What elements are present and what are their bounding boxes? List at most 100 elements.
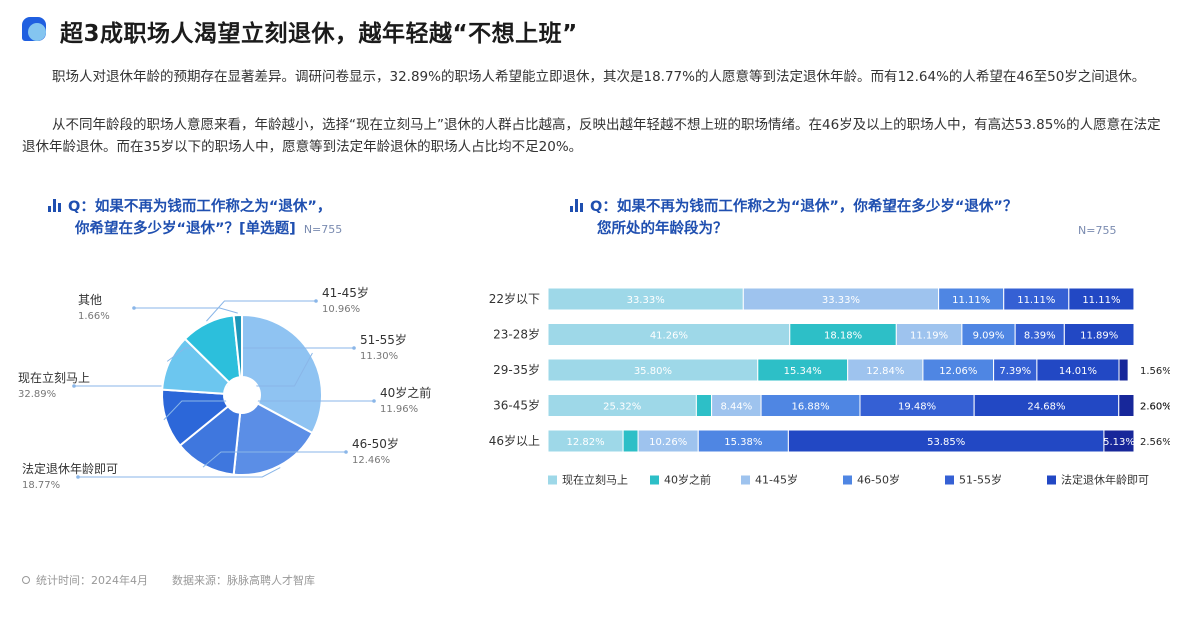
data-label: 2.60% [1140, 402, 1170, 413]
left-question: Q：如果不再为钱而工作称之为“退休”， 你希望在多少岁“退休”？[单选题] N=7… [48, 196, 342, 241]
legend-swatch [1047, 475, 1056, 485]
page-title: 超3成职场人渴望立刻退休，越年轻越“不想上班” [60, 21, 578, 47]
bar-segment [1118, 358, 1129, 382]
info-dot-icon [22, 576, 30, 584]
legend-swatch [843, 475, 852, 485]
bar-segment [622, 429, 639, 453]
slice-value-label: 11.30% [360, 351, 398, 362]
category-label: 22岁以下 [489, 291, 540, 306]
data-label: 11.19% [910, 331, 948, 342]
legend-label: 40岁之前 [664, 473, 711, 487]
leader-line [78, 467, 281, 478]
leader-dot [132, 306, 136, 310]
slice-label: 法定退休年龄即可 [22, 461, 118, 476]
data-label: 8.44% [720, 402, 752, 413]
data-label: 33.33% [822, 295, 860, 306]
paragraph-2-text: 从不同年龄段的职场人意愿来看，年龄越小，选择“现在立刻马上”退休的人群占比越高，… [22, 117, 1161, 155]
legend-label: 法定退休年龄即可 [1061, 473, 1149, 487]
data-label: 11.89% [1080, 331, 1118, 342]
data-label: 1.56% [1140, 366, 1170, 377]
slice-label: 41-45岁 [322, 285, 369, 300]
donut-slice [161, 388, 230, 447]
data-label: 9.09% [973, 331, 1005, 342]
right-question-line2: 您所处的年龄段为？ [597, 221, 728, 237]
brand-logo-icon [22, 17, 50, 45]
bar-chart-icon [570, 198, 584, 212]
footer-time: 统计时间：2024年4月 [36, 574, 148, 587]
data-label: 5.13% [1103, 437, 1135, 448]
data-label: 12.06% [939, 366, 977, 377]
data-label: 33.33% [627, 295, 665, 306]
leader-line [166, 347, 354, 362]
slice-value-label: 12.46% [352, 455, 390, 466]
slice-value-label: 18.77% [22, 480, 60, 491]
data-label: 53.85% [927, 437, 965, 448]
bar-segment [1103, 429, 1135, 453]
data-label: 12.84% [866, 366, 904, 377]
legend-label: 46-50岁 [857, 473, 900, 487]
data-label: 15.38% [724, 437, 762, 448]
legend-label: 现在立刻马上 [562, 473, 628, 487]
data-label: 12.82% [566, 437, 604, 448]
slice-value-label: 32.89% [18, 389, 56, 400]
data-label: 2.56% [1140, 437, 1170, 448]
leader-dot [352, 346, 356, 350]
data-label: 16.88% [791, 402, 829, 413]
donut-slice [241, 313, 323, 435]
stacked-bar-chart: 22岁以下 33.33% 33.33% 11.11% 11.11% 11.11% 23-28… [489, 287, 1170, 487]
data-label: 14.01% [1059, 366, 1097, 377]
data-label: 11.11% [952, 295, 990, 306]
data-label: 18.18% [824, 331, 862, 342]
bar-segment [1063, 323, 1135, 346]
right-question-line1: Q：如果不再为钱而工作称之为“退休”，你希望在多少岁“退休”？ [590, 199, 1018, 215]
data-label: 10.26% [649, 437, 687, 448]
leader-dot [344, 450, 348, 454]
data-label: 11.11% [1082, 295, 1120, 306]
data-label: 35.80% [634, 366, 672, 377]
paragraph-1-text: 职场人对退休年龄的预期存在显著差异。调研问卷显示，32.89%的职场人希望能立即… [52, 69, 1146, 85]
slice-value-label: 10.96% [322, 304, 360, 315]
left-question-line2: 你希望在多少岁“退休”？[单选题] [75, 221, 296, 237]
leader-dot [76, 475, 80, 479]
bar-segment [1068, 287, 1135, 311]
slice-label: 其他 [78, 293, 102, 307]
donut-slice [178, 404, 242, 476]
data-label: 41.26% [650, 331, 688, 342]
legend-label: 41-45岁 [755, 473, 798, 487]
leader-line [206, 300, 316, 322]
slice-label: 46-50岁 [352, 436, 399, 451]
category-label: 36-45岁 [493, 398, 540, 413]
legend-swatch [741, 475, 750, 485]
leader-line [163, 400, 374, 421]
right-question: Q：如果不再为钱而工作称之为“退休”，你希望在多少岁“退休”？ 您所处的年龄段为… [570, 196, 1157, 240]
legend-label: 51-55岁 [959, 473, 1002, 487]
footer: 统计时间：2024年4月 数据来源：脉脉高聘人才智库 [22, 572, 315, 588]
donut-chart: 现在立刻马上 32.89% 法定退休年龄即可 18.77% 46-50岁 12.46% 40… [18, 285, 431, 491]
paragraph-2: 从不同年龄段的职场人意愿来看，年龄越小，选择“现在立刻马上”退休的人群占比越高，… [22, 114, 1172, 158]
data-label: 2.60% [1140, 402, 1170, 413]
donut-hole [225, 378, 259, 412]
footer-source: 数据来源：脉脉高聘人才智库 [172, 574, 315, 587]
paragraph-1: 职场人对退休年龄的预期存在显著差异。调研问卷显示，32.89%的职场人希望能立即… [22, 66, 1172, 88]
legend-swatch [650, 475, 659, 485]
legend-swatch [548, 475, 557, 485]
slice-value-label: 1.66% [78, 311, 110, 322]
leader-dot [314, 299, 318, 303]
leader-line [202, 451, 346, 468]
bar-segment [695, 394, 713, 417]
data-label: 15.34% [784, 366, 822, 377]
category-label: 29-35岁 [493, 362, 540, 377]
data-label: 25.32% [603, 402, 641, 413]
right-sample-size: N=755 [1078, 224, 1117, 237]
bar-segment [1118, 394, 1135, 417]
legend-swatch [945, 475, 954, 485]
left-sample-size: N=755 [303, 223, 343, 236]
leader-dot [72, 384, 76, 388]
category-label: 46岁以上 [489, 433, 540, 448]
left-question-line1: Q：如果不再为钱而工作称之为“退休”， [68, 199, 332, 215]
leader-line [134, 307, 238, 314]
donut-slice [232, 313, 243, 379]
slice-label: 40岁之前 [380, 385, 431, 400]
data-label: 11.11% [1017, 295, 1055, 306]
data-label: 19.48% [898, 402, 936, 413]
